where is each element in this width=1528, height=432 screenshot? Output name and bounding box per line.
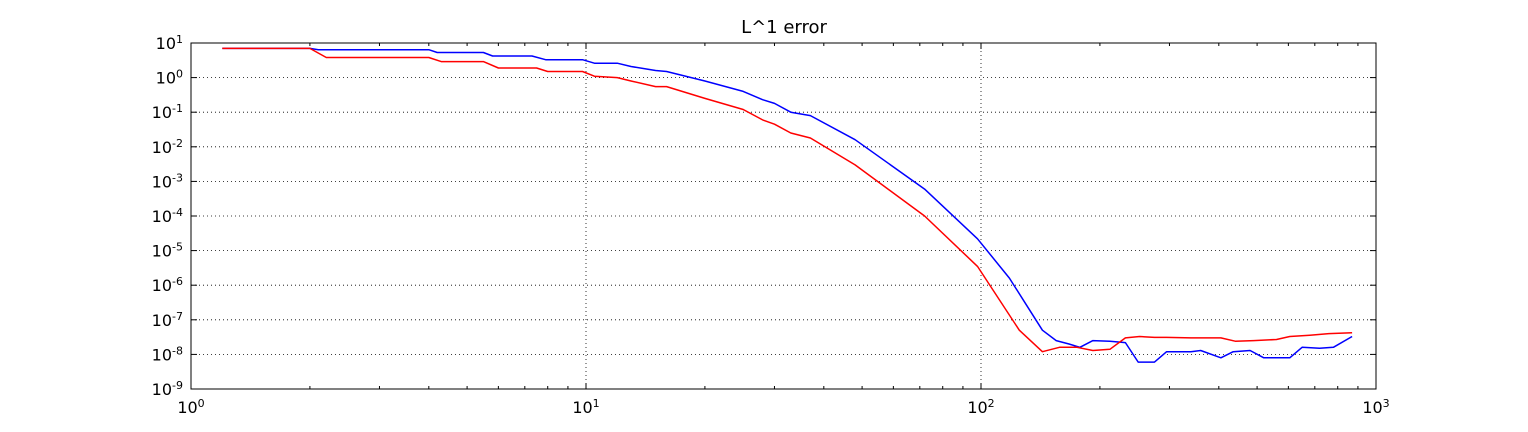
y-tick-label: 100 [156,67,183,88]
y-tick-label-exponent: -9 [172,379,183,392]
y-tick-label-base: 10 [156,69,176,88]
y-tick-label: 10-9 [152,379,183,400]
y-tick-label-exponent: -4 [172,206,183,219]
y-tick-label-base: 10 [156,34,176,53]
y-tick-label-base: 10 [152,311,172,330]
x-tick-label: 100 [177,397,204,418]
x-tick-label-exponent: 1 [593,397,600,410]
y-tick-label-base: 10 [152,172,172,191]
y-tick-label: 10-3 [152,171,183,192]
x-tick-label: 102 [967,397,994,418]
x-axis-tick-labels: 100 101 102 103 [177,397,1389,418]
y-tick-label-base: 10 [152,276,172,295]
y-tick-label-base: 10 [152,380,172,399]
x-tick-label: 103 [1362,397,1389,418]
chart-title: L^1 error [741,17,827,38]
y-tick-label-exponent: -7 [172,309,183,322]
y-tick-label: 10-2 [152,136,183,157]
y-tick-label: 10-4 [152,206,183,227]
x-tick-label: 101 [572,397,599,418]
y-tick-label-exponent: -2 [172,136,183,149]
y-tick-label-exponent: 0 [176,67,183,80]
x-tick-label-base: 10 [572,398,592,417]
y-tick-label: 10-7 [152,309,183,330]
grid [191,43,1376,389]
y-tick-label-exponent: 1 [176,33,183,46]
series-line-2 [222,47,1353,353]
x-tick-label-exponent: 2 [988,397,995,410]
y-tick-label-base: 10 [152,345,172,364]
y-tick-label: 101 [156,33,183,54]
y-tick-label-exponent: -5 [172,240,183,253]
ticks [190,42,1377,390]
y-tick-label-exponent: -8 [172,344,183,357]
series-line-1 [222,47,1353,363]
y-tick-label-exponent: -3 [172,171,183,184]
y-tick-label: 10-1 [152,102,183,123]
y-tick-label-base: 10 [152,138,172,157]
y-tick-label-base: 10 [152,207,172,226]
y-tick-label: 10-6 [152,275,183,296]
y-tick-label: 10-5 [152,240,183,261]
y-tick-label-base: 10 [152,242,172,261]
x-tick-label-base: 10 [177,398,197,417]
x-tick-label-exponent: 3 [1383,397,1390,410]
x-tick-label-base: 10 [1362,398,1382,417]
y-tick-label-exponent: -1 [172,102,183,115]
series-layer [222,47,1353,363]
x-tick-label-base: 10 [967,398,987,417]
y-axis-tick-labels: 10-910-810-710-610-510-410-310-210-11001… [152,33,183,400]
x-tick-label-exponent: 0 [198,397,205,410]
y-tick-label-exponent: -6 [172,275,183,288]
y-tick-label: 10-8 [152,344,183,365]
y-tick-label-base: 10 [152,103,172,122]
